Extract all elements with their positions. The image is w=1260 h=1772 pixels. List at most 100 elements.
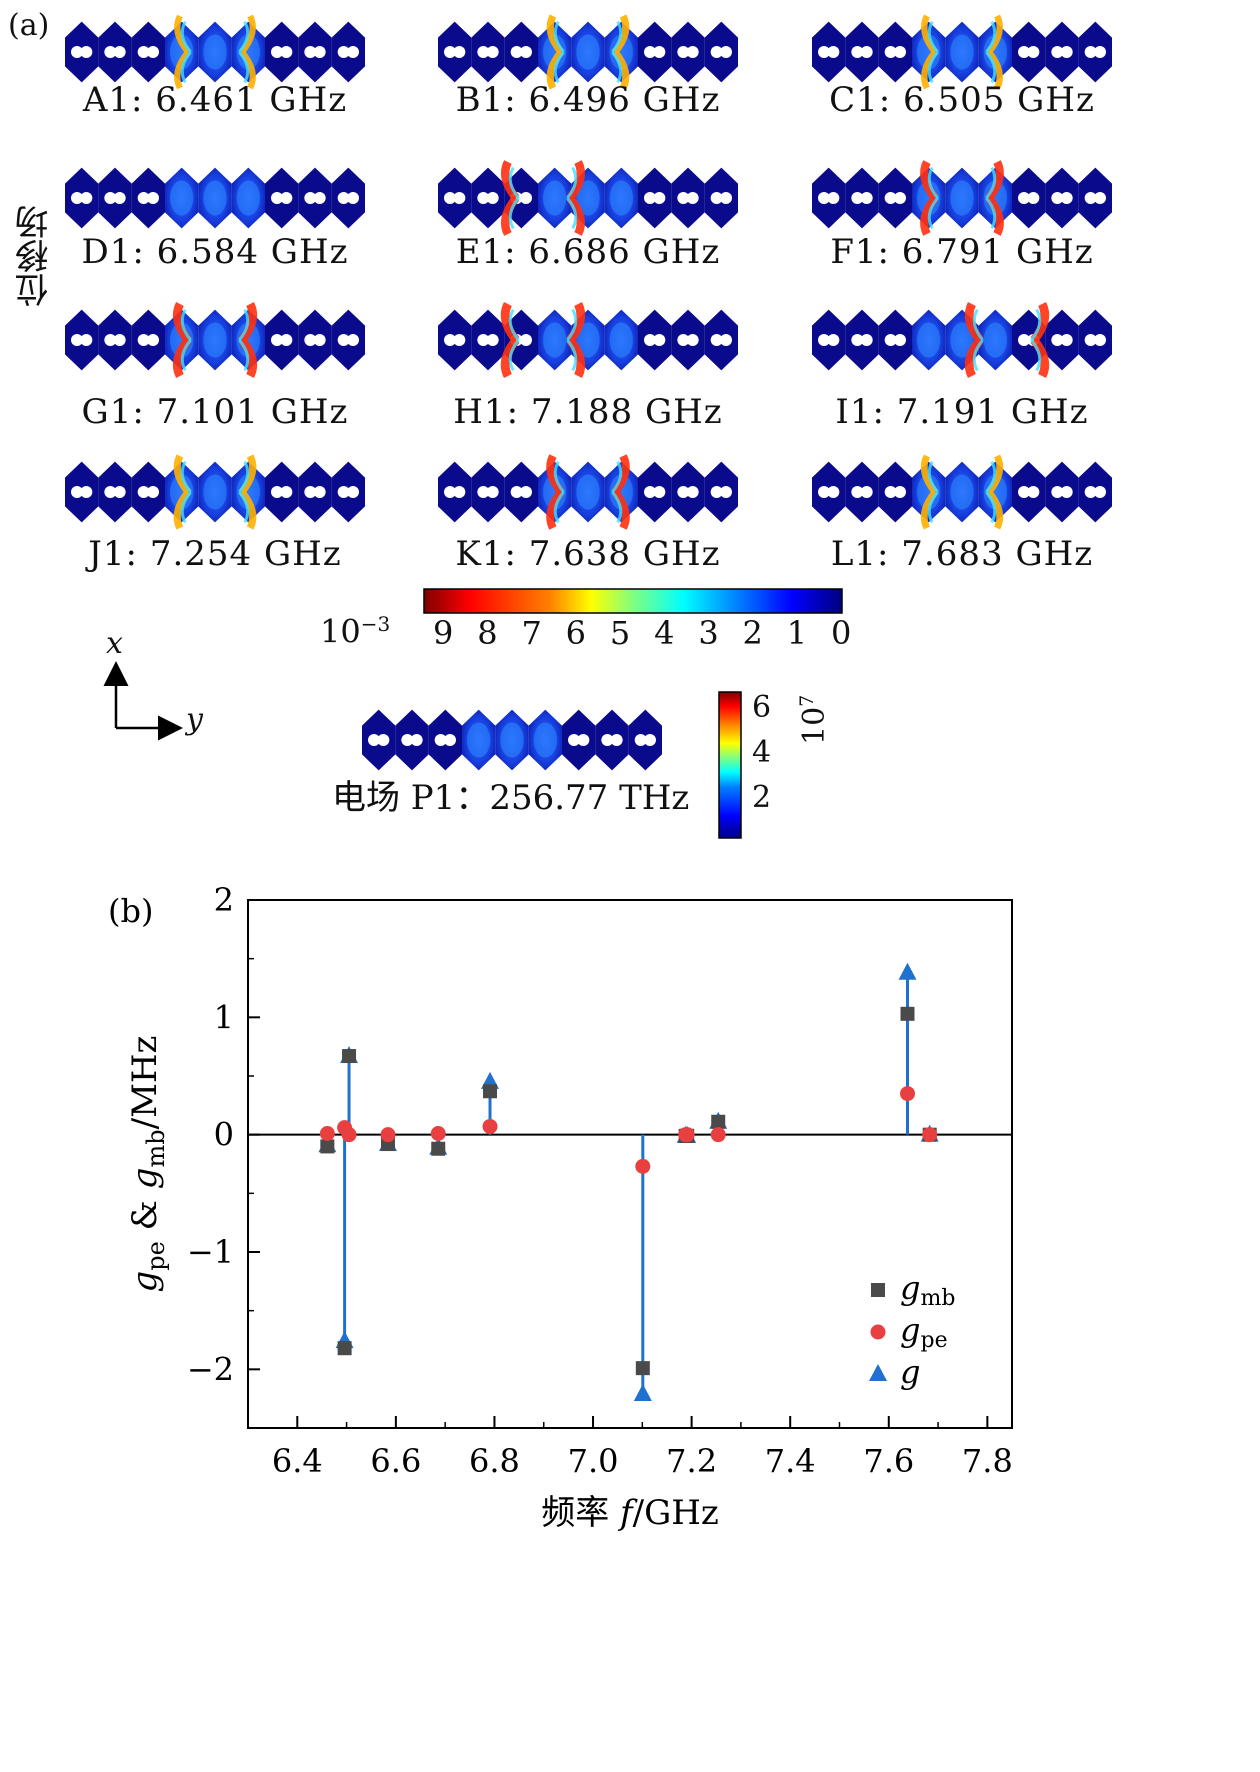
nanobeam-mode-image — [812, 454, 1112, 530]
axes-indicator — [103, 661, 183, 741]
efield-tick-4: 4 — [752, 735, 772, 770]
colorbar-tick: 6 — [565, 614, 587, 652]
x-tick-label: 6.6 — [370, 1442, 421, 1480]
legend-label: gpe — [900, 1311, 948, 1353]
data-point-g-pe — [380, 1127, 396, 1143]
y-tick-label: 2 — [214, 881, 234, 919]
colorbar-exponent: 10−3 — [320, 612, 390, 651]
y-axis-label: gpe & gmb/MHz — [125, 1036, 170, 1293]
mode-image-b1 — [438, 12, 738, 96]
colorbar-tick: 8 — [477, 614, 498, 652]
axis-y-letter: y — [186, 702, 203, 737]
colorbar-gradient — [423, 588, 843, 614]
colorbar-tick: 0 — [831, 614, 852, 652]
data-point-g-mb — [342, 1049, 357, 1064]
data-point-g-pe — [482, 1118, 498, 1134]
data-point-g — [633, 1383, 652, 1401]
x-tick-label: 7.8 — [962, 1442, 1013, 1480]
mode-caption-c1: C1: 6.505 GHz — [829, 80, 1095, 120]
nanobeam-mode-image — [438, 160, 738, 236]
mode-image-l1 — [812, 452, 1112, 536]
displacement-colorbar — [423, 588, 843, 614]
efield-colorbar-exponent: 107 — [796, 695, 832, 745]
data-point-g-pe — [900, 1086, 916, 1102]
mode-caption-k1: K1: 7.638 GHz — [455, 534, 721, 574]
colorbar-exponent-base: 10 — [320, 612, 361, 651]
mode-caption-e1: E1: 6.686 GHz — [455, 232, 721, 272]
colorbar-tick: 5 — [609, 614, 631, 652]
nanobeam-mode-image — [812, 160, 1112, 236]
electric-field-colorbar — [718, 691, 742, 839]
colorbar-exponent-power: −3 — [360, 612, 391, 636]
y-tick-label: −1 — [187, 1233, 234, 1271]
data-point-g-pe — [679, 1127, 695, 1143]
mode-image-i1 — [812, 300, 1112, 384]
colorbar-tick: 1 — [786, 614, 808, 652]
mode-caption-g1: G1: 7.101 GHz — [81, 392, 349, 432]
data-point-g-mb — [431, 1141, 446, 1156]
mode-image-j1 — [65, 452, 365, 536]
mode-caption-a1: A1: 6.461 GHz — [82, 80, 348, 120]
x-tick-label: 7.0 — [568, 1442, 619, 1480]
x-tick-label: 6.8 — [469, 1442, 520, 1480]
data-point-g-pe — [319, 1125, 335, 1141]
mode-caption-h1: H1: 7.188 GHz — [453, 392, 723, 432]
mode-image-c1 — [812, 12, 1112, 96]
x-axis-label: 频率 f/GHz — [541, 1493, 719, 1533]
axis-x-letter: x — [106, 626, 123, 661]
panel-b-label: (b) — [108, 892, 153, 930]
colorbar-tick: 7 — [521, 614, 542, 652]
data-point-g-pe — [710, 1127, 726, 1143]
plot-frame — [247, 899, 1013, 1429]
legend-marker — [869, 1364, 887, 1381]
mode-caption-j1: J1: 7.254 GHz — [88, 534, 342, 574]
mode-image-h1 — [438, 300, 738, 384]
mode-image-g1 — [65, 300, 365, 384]
data-point-g-mb — [900, 1006, 915, 1021]
colorbar-tick: 3 — [698, 614, 719, 652]
mode-caption-i1: I1: 7.191 GHz — [835, 392, 1089, 432]
nanobeam-mode-image — [438, 14, 738, 90]
efield-tick-6: 6 — [752, 690, 772, 725]
mode-image-d1 — [65, 158, 365, 242]
legend-label: g — [900, 1353, 920, 1391]
x-tick-label: 7.4 — [765, 1442, 816, 1480]
legend-marker — [871, 1283, 885, 1297]
legend-label: gmb — [900, 1269, 955, 1311]
efield-tick-2: 2 — [752, 780, 772, 815]
data-point-g-pe — [341, 1127, 357, 1143]
nanobeam-mode-image — [812, 14, 1112, 90]
data-point-g-pe — [430, 1125, 446, 1141]
data-point-g-mb — [320, 1139, 335, 1154]
y-tick-label: 0 — [214, 1116, 234, 1154]
x-tick-label: 7.2 — [666, 1442, 717, 1480]
data-point-g — [898, 962, 917, 980]
y-tick-label: 1 — [214, 998, 234, 1036]
y-tick-label: −2 — [187, 1350, 234, 1388]
electric-field-mode-image — [362, 700, 662, 784]
coupling-rate-chart: (b) 6.4 6.6 6.8 7.0 7.2 7.4 7.6 7.8 2 1 0 −1 −2 频率 f/G… — [108, 881, 1013, 1533]
panel-a-label: (a) — [8, 8, 50, 43]
mode-caption-b1: B1: 6.496 GHz — [455, 80, 721, 120]
data-point-g-mb — [635, 1361, 650, 1376]
x-tick-label: 7.6 — [863, 1442, 914, 1480]
mode-image-e1 — [438, 158, 738, 242]
mode-image-k1 — [438, 452, 738, 536]
mode-caption-f1: F1: 6.791 GHz — [830, 232, 1094, 272]
nanobeam-mode-image — [812, 302, 1112, 378]
mode-caption-l1: L1: 7.683 GHz — [830, 534, 1094, 574]
x-tick-label: 6.4 — [272, 1442, 323, 1480]
electric-field-caption: 电场 P1：256.77 THz — [332, 778, 690, 818]
mode-caption-d1: D1: 6.584 GHz — [81, 232, 349, 272]
data-point-g-pe — [635, 1158, 651, 1174]
mode-image-a1 — [65, 12, 365, 96]
mode-image-f1 — [812, 158, 1112, 242]
nanobeam-mode-image — [362, 709, 662, 771]
data-point-g-pe — [922, 1127, 938, 1143]
colorbar-tick: 9 — [433, 614, 454, 652]
data-point-g-mb — [337, 1341, 352, 1356]
nanobeam-mode-image — [65, 302, 365, 378]
efield-exponent-power: 7 — [796, 694, 818, 707]
nanobeam-mode-image — [65, 14, 365, 90]
nanobeam-mode-image — [438, 302, 738, 378]
